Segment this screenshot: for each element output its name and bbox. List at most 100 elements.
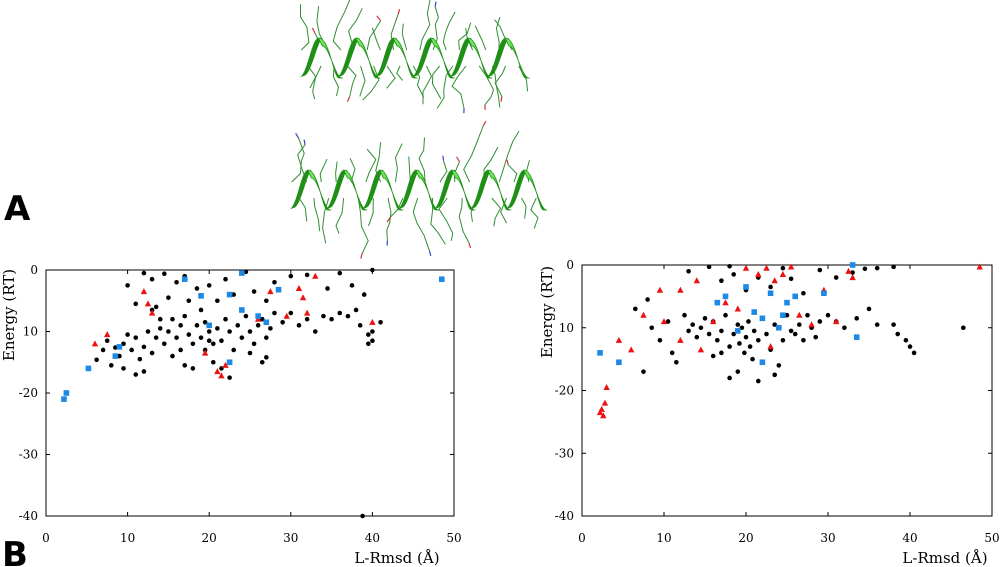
data-point-black	[125, 283, 130, 288]
data-point-black	[682, 312, 687, 318]
helix-ribbon-front	[343, 169, 368, 211]
data-point-black	[641, 369, 646, 374]
data-point-black	[735, 369, 741, 374]
data-point-red	[600, 412, 607, 419]
data-point-red	[845, 267, 852, 274]
data-point-black	[911, 350, 917, 356]
data-point-black	[264, 298, 269, 304]
helix-sidechain-atom	[360, 253, 363, 259]
panel-label-a: A	[4, 189, 31, 229]
data-point-black	[353, 307, 359, 313]
data-point-blue	[735, 328, 741, 334]
helix-sidechain	[335, 161, 338, 183]
data-point-black	[296, 323, 302, 328]
helix-sidechain	[530, 197, 539, 229]
data-point-black	[178, 347, 183, 353]
data-point-black	[206, 329, 212, 334]
data-point-black	[247, 329, 253, 334]
data-point-black	[149, 276, 155, 282]
data-point-black	[247, 350, 253, 356]
helix-sidechain	[300, 4, 310, 51]
helix-sidechain	[390, 197, 404, 218]
data-point-red	[283, 312, 290, 319]
data-point-black	[357, 323, 363, 328]
data-point-black	[190, 366, 196, 371]
helix-ribbon-back	[504, 170, 528, 210]
helix-sidechain	[438, 197, 454, 241]
data-point-black	[149, 350, 155, 356]
data-point-red	[299, 294, 307, 301]
helix-ribbon-back	[298, 38, 323, 78]
helix-sidechain	[348, 8, 363, 51]
helix-sidechain	[521, 197, 527, 219]
data-point-black	[288, 273, 294, 279]
data-point-black	[378, 319, 383, 325]
helix-ribbon-front	[429, 37, 455, 79]
data-point-black	[788, 328, 794, 334]
x-tick-label: 40	[365, 531, 380, 545]
helix-sidechain	[465, 28, 474, 51]
data-point-black	[780, 338, 786, 343]
data-point-black	[866, 306, 872, 312]
data-point-black	[854, 316, 859, 321]
helix-sidechain	[495, 16, 501, 51]
helix-sidechain	[347, 65, 357, 97]
data-point-black	[251, 289, 257, 294]
x-tick-label: 40	[902, 531, 917, 545]
helix-sidechain	[362, 65, 380, 101]
data-point-black	[746, 319, 751, 324]
data-point-black	[194, 286, 200, 291]
data-point-blue	[226, 359, 233, 366]
data-point-black	[206, 283, 212, 288]
scatter-chart-left: 0 10 20 30 40 50 0 10 -20 -30 -40 L-Rmsd (Å) Energ…	[0, 263, 462, 567]
helix-sidechain	[412, 197, 430, 252]
data-point-black	[219, 366, 224, 371]
data-point-black	[633, 306, 638, 312]
helix-sidechain	[332, 65, 340, 97]
helix-sidechain	[313, 197, 321, 232]
x-tick-label: 30	[820, 531, 835, 545]
helix-ribbon-front	[392, 37, 418, 79]
data-point-black	[259, 316, 265, 322]
helix-sidechain	[422, 65, 433, 105]
data-point-black	[104, 338, 110, 344]
data-point-red	[201, 349, 209, 356]
y-axis-title-left: Energy (RT)	[0, 269, 18, 361]
axis-ticks-left: 0 10 20 30 40 50 0 10 -20 -30 -40	[19, 263, 462, 545]
x-tick-label: 0	[42, 531, 50, 545]
helix-sidechain	[419, 0, 431, 51]
data-point-black	[715, 338, 720, 343]
data-point-black	[215, 298, 220, 304]
data-point-red	[722, 299, 729, 306]
data-point-black	[961, 325, 966, 331]
data-point-black	[321, 313, 326, 319]
helix-sidechain	[474, 25, 487, 51]
data-point-black	[272, 310, 277, 316]
helix-ribbon-top	[298, 37, 530, 79]
data-point-black	[735, 322, 741, 327]
helix-figure-bottom	[288, 120, 548, 259]
data-point-black	[370, 329, 375, 334]
data-point-black	[223, 276, 228, 282]
data-point-black	[366, 332, 371, 337]
data-point-red	[603, 383, 610, 390]
data-point-black	[235, 323, 241, 328]
helix-sidechain	[431, 65, 442, 100]
helix-sidechain	[458, 22, 472, 51]
helix-sidechain	[458, 197, 470, 244]
panel-label-b: B	[2, 535, 28, 567]
data-point-black	[801, 290, 806, 296]
helix-sidechains-bottom	[291, 120, 539, 259]
x-tick-label: 20	[202, 531, 217, 545]
helix-ribbon-back	[447, 38, 472, 78]
data-point-blue	[792, 293, 798, 300]
y-tick-label: -20	[555, 384, 574, 398]
data-point-black	[202, 319, 208, 325]
helix-sidechains-top	[300, 0, 529, 114]
data-point-black	[756, 338, 761, 343]
data-point-red	[598, 405, 605, 412]
data-point-red	[596, 409, 604, 416]
data-point-black	[227, 375, 232, 380]
data-point-black	[243, 269, 249, 275]
